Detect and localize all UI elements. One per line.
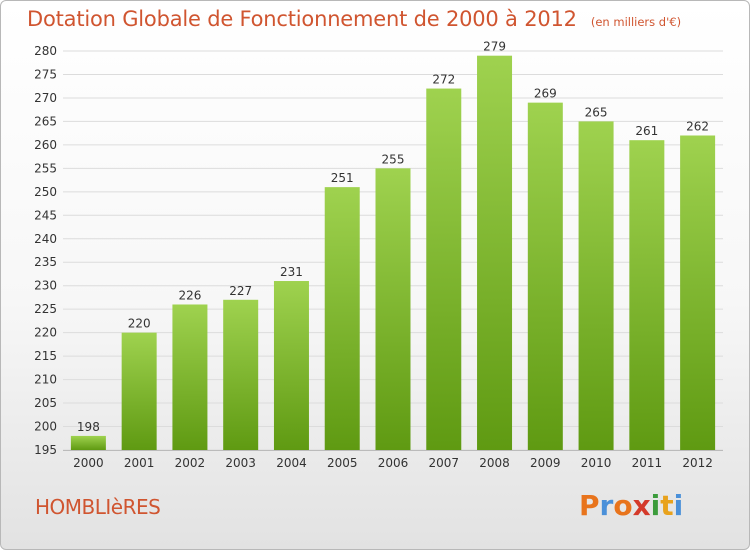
bar bbox=[680, 135, 716, 450]
bar bbox=[172, 304, 208, 450]
y-axis-tick-labels: 195 200 205 210 215 220 225 230 235 240 245 250 255 2… bbox=[34, 44, 57, 457]
x-tick-label: 2000 bbox=[73, 456, 104, 470]
data-label: 279 bbox=[483, 40, 506, 54]
y-tick-label: 200 bbox=[34, 420, 57, 434]
x-tick-label: 2007 bbox=[428, 456, 459, 470]
bar bbox=[223, 299, 259, 450]
y-tick-label: 270 bbox=[34, 91, 57, 105]
logo-letter: r bbox=[599, 489, 614, 522]
data-label: 231 bbox=[280, 265, 303, 279]
data-label: 226 bbox=[178, 288, 201, 302]
y-tick-label: 225 bbox=[34, 302, 57, 316]
data-label: 255 bbox=[382, 152, 405, 166]
bar bbox=[629, 140, 665, 450]
x-tick-label: 2012 bbox=[682, 456, 713, 470]
data-label: 227 bbox=[229, 284, 252, 298]
bars bbox=[70, 55, 716, 451]
data-label: 220 bbox=[128, 317, 151, 331]
y-tick-label: 245 bbox=[34, 208, 57, 222]
x-tick-label: 2006 bbox=[378, 456, 409, 470]
bar bbox=[375, 168, 411, 450]
data-label: 269 bbox=[534, 87, 557, 101]
x-tick-label: 2005 bbox=[327, 456, 358, 470]
y-tick-label: 280 bbox=[34, 44, 57, 58]
x-tick-label: 2010 bbox=[581, 456, 612, 470]
y-tick-label: 195 bbox=[34, 443, 57, 457]
bar bbox=[477, 55, 513, 450]
y-tick-label: 205 bbox=[34, 396, 57, 410]
data-label: 198 bbox=[77, 420, 100, 434]
data-label: 261 bbox=[635, 124, 658, 138]
x-tick-label: 2002 bbox=[175, 456, 206, 470]
chart-title-text: Dotation Globale de Fonctionnement de 20… bbox=[27, 7, 577, 31]
y-tick-label: 215 bbox=[34, 349, 57, 363]
x-tick-label: 2008 bbox=[479, 456, 510, 470]
bar bbox=[426, 88, 462, 450]
logo-letter: o bbox=[613, 489, 633, 522]
y-tick-label: 265 bbox=[34, 114, 57, 128]
x-axis-tick-labels: 2000 2001 2002 2003 2004 2005 2006 2007 2008 2009… bbox=[73, 456, 713, 470]
logo-letter: P bbox=[579, 489, 600, 522]
bar bbox=[324, 187, 360, 451]
x-tick-label: 2003 bbox=[225, 456, 256, 470]
y-tick-label: 210 bbox=[34, 373, 57, 387]
y-tick-label: 230 bbox=[34, 279, 57, 293]
x-tick-label: 2004 bbox=[276, 456, 307, 470]
y-tick-label: 250 bbox=[34, 185, 57, 199]
x-tick-label: 2011 bbox=[632, 456, 663, 470]
logo-letter: i bbox=[673, 489, 684, 522]
bar bbox=[273, 281, 309, 450]
y-tick-label: 240 bbox=[34, 232, 57, 246]
y-tick-label: 275 bbox=[34, 67, 57, 81]
y-tick-label: 260 bbox=[34, 138, 57, 152]
x-tick-label: 2009 bbox=[530, 456, 561, 470]
y-tick-label: 255 bbox=[34, 161, 57, 175]
x-tick-label: 2001 bbox=[124, 456, 155, 470]
data-label: 262 bbox=[686, 119, 709, 133]
data-label: 265 bbox=[585, 105, 608, 119]
bar bbox=[121, 332, 157, 450]
logo-letter: x bbox=[632, 489, 651, 522]
bar bbox=[70, 435, 106, 450]
data-label: 251 bbox=[331, 171, 354, 185]
chart-title: Dotation Globale de Fonctionnement de 20… bbox=[27, 7, 681, 31]
commune-name: HOMBLIèRES bbox=[35, 495, 161, 519]
y-tick-label: 235 bbox=[34, 255, 57, 269]
bar bbox=[527, 102, 563, 451]
bar bbox=[578, 121, 614, 450]
chart-subtitle: (en milliers d'€) bbox=[590, 15, 682, 29]
logo-letter: i bbox=[650, 489, 661, 522]
data-label: 272 bbox=[432, 73, 455, 87]
proxiti-logo: Proxiti bbox=[579, 489, 683, 522]
y-tick-label: 220 bbox=[34, 326, 57, 340]
logo-letter: t bbox=[660, 489, 674, 522]
data-labels: 198 220 226 227 231 251 255 272 279 269 265 261 262 bbox=[77, 40, 709, 434]
